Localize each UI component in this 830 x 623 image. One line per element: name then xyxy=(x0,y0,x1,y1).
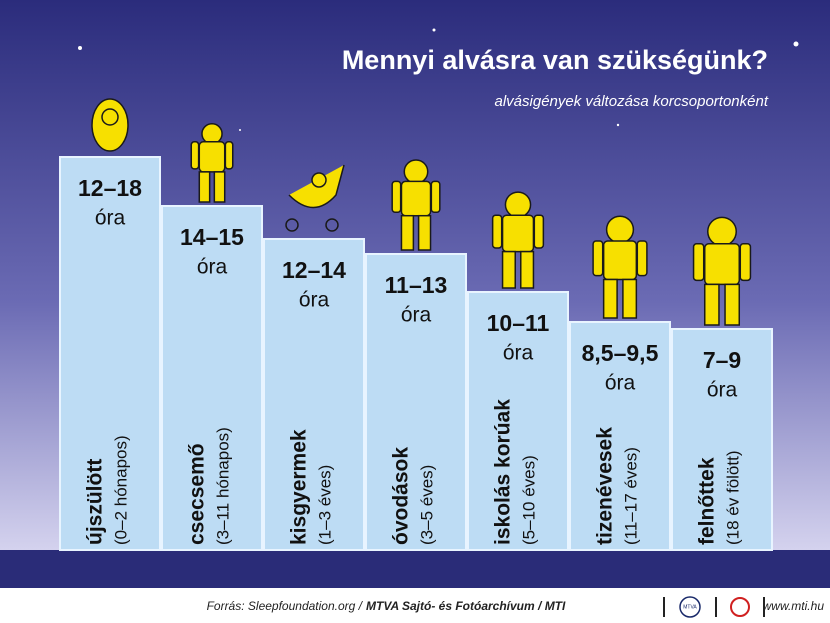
icon-part xyxy=(533,214,545,249)
group-age: (3–11 hónapos) xyxy=(213,427,232,545)
group-name: óvodások xyxy=(390,447,413,545)
hours-range: 12–18 xyxy=(78,175,142,201)
icon-part xyxy=(703,283,720,326)
group-age: (3–5 éves) xyxy=(417,465,436,545)
icon-part xyxy=(692,243,705,282)
icon-part xyxy=(703,243,741,286)
icon-part xyxy=(592,240,604,277)
hours-unit: óra xyxy=(707,379,738,402)
column xyxy=(467,291,569,551)
icon xyxy=(391,159,441,251)
icon-part xyxy=(311,172,327,188)
icon-part xyxy=(400,180,432,217)
icon-part xyxy=(707,216,737,247)
group-age: (1–3 éves) xyxy=(315,465,334,545)
hours-unit: óra xyxy=(503,342,534,365)
icon xyxy=(285,164,345,232)
hours-range: 7–9 xyxy=(703,347,741,373)
credit: MTVA Sajtó- és Fotóarchívum / MTI xyxy=(366,599,566,613)
logo: MTVA xyxy=(683,604,697,610)
icon-part xyxy=(101,108,119,126)
icon-part xyxy=(430,180,441,214)
group-age: (11–17 éves) xyxy=(621,447,640,545)
icon xyxy=(692,216,752,326)
column xyxy=(365,253,467,551)
logo-ring xyxy=(679,596,701,618)
column xyxy=(671,328,773,551)
group-name: újszülött xyxy=(84,459,107,545)
hours-range: 8,5–9,5 xyxy=(582,340,659,366)
icon-part xyxy=(520,250,535,289)
icon-part xyxy=(285,218,299,232)
column xyxy=(569,321,671,551)
icon-part xyxy=(501,214,535,253)
icon-part xyxy=(400,214,415,251)
hours-range: 10–11 xyxy=(487,310,550,336)
source: Forrás: Sleepfoundation.org / xyxy=(207,599,364,613)
icon-part xyxy=(605,215,635,244)
icon-part xyxy=(201,122,223,145)
icon-part xyxy=(417,214,432,251)
hours-unit: óra xyxy=(401,304,432,327)
icon-part xyxy=(391,180,402,214)
icon-part xyxy=(224,141,234,170)
subtitle: alvásigények változása korcsoportonként xyxy=(495,93,769,110)
hours-unit: óra xyxy=(299,289,330,312)
group-name: tizenévesek xyxy=(594,427,617,545)
group-name: csecsemő xyxy=(186,443,209,545)
icon-part xyxy=(622,278,638,319)
icon-part xyxy=(403,159,429,185)
hours-unit: óra xyxy=(197,256,228,279)
icon-part xyxy=(190,141,200,170)
icon-part xyxy=(636,240,648,277)
hours-range: 12–14 xyxy=(282,257,346,283)
group-age: (5–10 éves) xyxy=(519,455,538,545)
column xyxy=(161,205,263,551)
icon-part xyxy=(501,250,516,289)
icon-part xyxy=(602,278,618,319)
icon xyxy=(190,122,234,203)
mti-logo xyxy=(730,597,750,617)
icon xyxy=(91,98,129,152)
url: www.mti.hu xyxy=(763,599,825,613)
icon-part xyxy=(325,218,339,232)
group-name: iskolás korúak xyxy=(492,399,515,545)
icon-part xyxy=(724,283,741,326)
hours-unit: óra xyxy=(95,207,126,230)
icon xyxy=(491,191,545,289)
hours-unit: óra xyxy=(605,372,636,395)
icon-part xyxy=(198,141,226,173)
column xyxy=(59,156,161,551)
floor xyxy=(0,550,830,588)
icon-part xyxy=(213,171,226,203)
icon-part xyxy=(602,240,638,281)
icon xyxy=(592,215,648,319)
icon-part xyxy=(739,243,752,282)
hours-range: 14–15 xyxy=(180,224,244,250)
hours-range: 11–13 xyxy=(385,272,448,298)
icon-part xyxy=(491,214,503,249)
column xyxy=(263,238,365,551)
icon-part xyxy=(198,171,211,203)
group-age: (0–2 hónapos) xyxy=(111,435,130,545)
group-name: kisgyermek xyxy=(288,429,311,545)
stars xyxy=(78,28,799,131)
group-age: (18 év fölött) xyxy=(723,451,742,546)
icon-part xyxy=(504,191,532,218)
title: Mennyi alvásra van szükségünk? xyxy=(342,45,768,75)
group-name: felnőttek xyxy=(696,457,719,545)
